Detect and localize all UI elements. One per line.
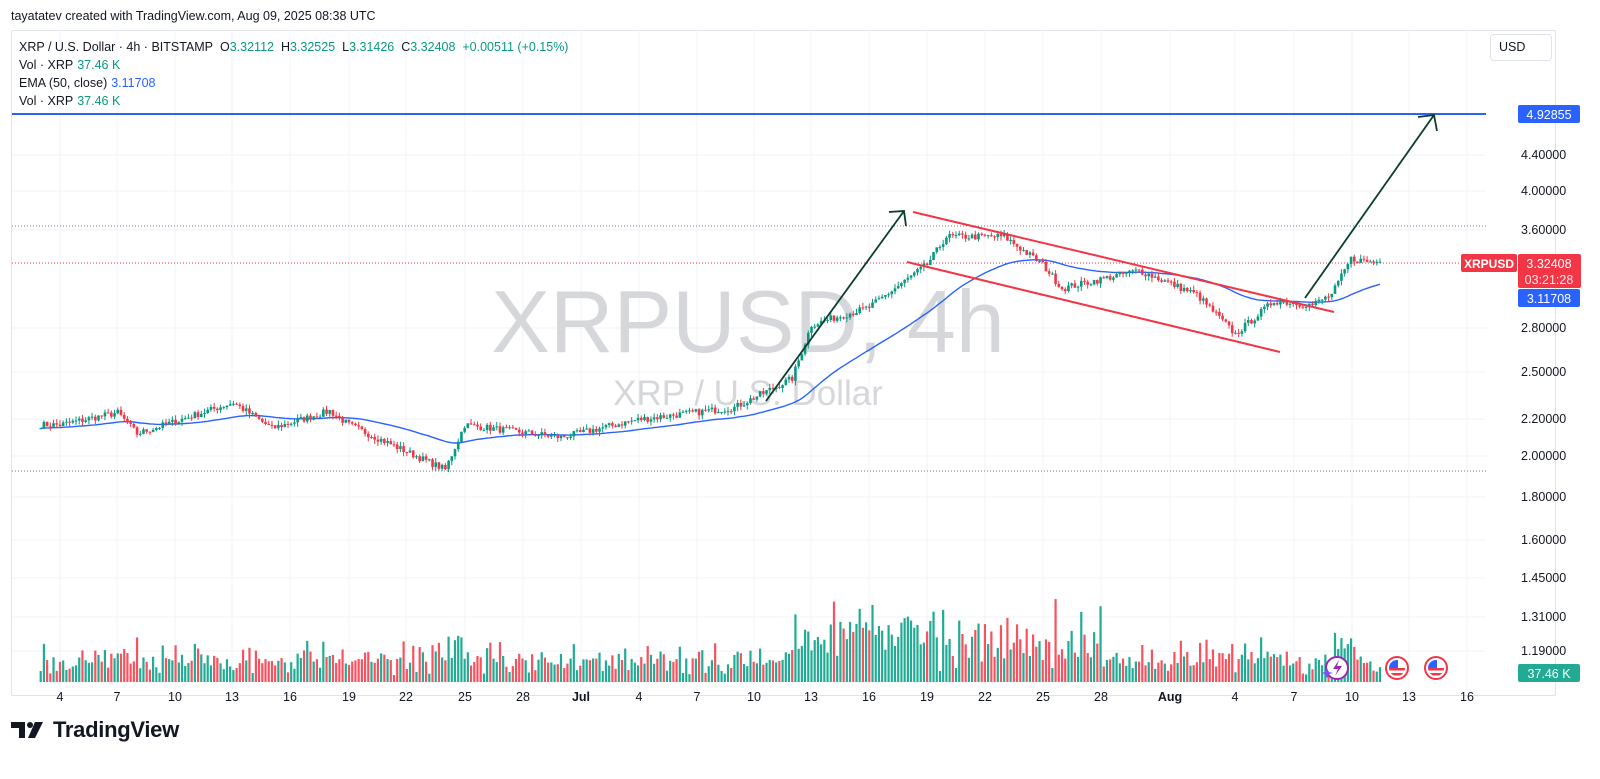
- volume-tag: 37.46 K: [1518, 664, 1580, 682]
- time-tick-label: 4: [636, 690, 643, 704]
- svg-text:4.92855: 4.92855: [1526, 108, 1571, 122]
- svg-text:03:21:28: 03:21:28: [1525, 273, 1574, 287]
- time-tick-label: 22: [399, 690, 413, 704]
- time-tick-label: Aug: [1158, 690, 1182, 704]
- price-tick-label: 2.00000: [1521, 449, 1566, 463]
- time-tick-label: 19: [342, 690, 356, 704]
- us-flag-event-icon[interactable]: [1385, 656, 1409, 680]
- time-tick-label: 10: [168, 690, 182, 704]
- us-flag-event-icon[interactable]: [1424, 656, 1448, 680]
- price-tick-label: 1.60000: [1521, 533, 1566, 547]
- time-axis[interactable]: 4 7 10 13 16 19 22 25 28 Jul 4 7 10 13 16 19 22 25 28 Aug 4 7…: [57, 690, 1474, 704]
- svg-text:37.46 K: 37.46 K: [1527, 667, 1571, 681]
- price-tick-label: 1.45000: [1521, 571, 1566, 585]
- time-tick-label: 13: [804, 690, 818, 704]
- projection-arrow-2[interactable]: [1304, 114, 1438, 299]
- watermark-symbol: XRPUSD, 4h: [491, 272, 1005, 371]
- ema-line: [40, 259, 1381, 444]
- time-tick-label: 28: [1094, 690, 1108, 704]
- projection-arrow-1[interactable]: [765, 210, 907, 402]
- tradingview-logo-icon: [11, 722, 43, 738]
- descending-channel[interactable]: [906, 211, 1335, 353]
- price-tick-label: 1.80000: [1521, 490, 1566, 504]
- time-tick-label: 13: [225, 690, 239, 704]
- low-value: 3.31426: [349, 40, 395, 54]
- time-tick-label: 13: [1402, 690, 1416, 704]
- grid-lines: [12, 31, 1486, 692]
- candlesticks: [39, 230, 1382, 473]
- volume-legend-row-2[interactable]: Vol · XRP 37.46 K: [19, 92, 568, 110]
- ema-label: EMA (50, close): [19, 76, 108, 90]
- volume-legend-row[interactable]: Vol · XRP 37.46 K: [19, 56, 568, 74]
- time-tick-label: 4: [1232, 690, 1239, 704]
- ema-value: 3.11708: [111, 76, 156, 90]
- high-label: H: [280, 40, 290, 54]
- chart-legend: XRP / U.S. Dollar · 4h · BITSTAMP O3.321…: [19, 38, 568, 110]
- svg-text:3.11708: 3.11708: [1527, 292, 1571, 306]
- time-tick-label: 16: [1460, 690, 1474, 704]
- volume-label-2: Vol · XRP: [19, 94, 74, 108]
- watermark-description: XRP / U.S. Dollar: [613, 374, 883, 413]
- close-value: 3.32408: [410, 40, 456, 54]
- svg-text:XRPUSD: XRPUSD: [1464, 257, 1514, 271]
- ema-legend-row[interactable]: EMA (50, close) 3.11708: [19, 74, 568, 92]
- open-label: O: [219, 40, 230, 54]
- lightning-event-icon[interactable]: [1321, 656, 1349, 680]
- time-tick-label: 7: [1291, 690, 1298, 704]
- low-label: L: [342, 40, 350, 54]
- time-tick-label: Jul: [572, 690, 590, 704]
- price-tick-label: 1.31000: [1521, 610, 1566, 624]
- change-value: +0.00511 (+0.15%): [462, 40, 569, 54]
- price-axis[interactable]: 4.40000 4.00000 3.60000 2.80000 2.50000 2.200…: [1521, 148, 1566, 658]
- currency-button[interactable]: USD: [1490, 34, 1552, 61]
- chart-frame: [11, 30, 1556, 696]
- volume-value-2: 37.46 K: [77, 94, 121, 108]
- price-tick-label: 4.00000: [1521, 184, 1566, 198]
- ohlc-row[interactable]: XRP / U.S. Dollar · 4h · BITSTAMP O3.321…: [19, 38, 568, 56]
- time-tick-label: 10: [1345, 690, 1359, 704]
- time-tick-label: 7: [694, 690, 701, 704]
- volume-bars: [39, 599, 1382, 682]
- price-tick-label: 4.40000: [1521, 148, 1566, 162]
- chart-credit: tayatatev created with TradingView.com, …: [11, 9, 376, 23]
- price-tick-label: 3.60000: [1521, 223, 1566, 237]
- price-tick-label: 2.20000: [1521, 412, 1566, 426]
- volume-value: 37.46 K: [77, 58, 121, 72]
- last-price-tag: 3.32408 03:21:28: [1518, 254, 1581, 288]
- time-tick-label: 10: [747, 690, 761, 704]
- price-tick-label: 2.50000: [1521, 365, 1566, 379]
- time-tick-label: 4: [57, 690, 64, 704]
- high-value: 3.32525: [289, 40, 336, 54]
- ema-price-tag: 3.11708: [1518, 289, 1580, 307]
- open-value: 3.32112: [229, 40, 274, 54]
- target-price-tag: 4.92855: [1518, 105, 1580, 123]
- close-label: C: [401, 40, 411, 54]
- time-tick-label: 7: [114, 690, 121, 704]
- tradingview-wordmark: TradingView: [53, 717, 179, 742]
- svg-text:3.32408: 3.32408: [1526, 257, 1571, 271]
- time-tick-label: 16: [862, 690, 876, 704]
- time-tick-label: 22: [978, 690, 992, 704]
- time-tick-label: 28: [516, 690, 530, 704]
- time-tick-label: 25: [458, 690, 472, 704]
- tradingview-logo[interactable]: TradingView: [11, 717, 179, 743]
- symbol-tag: XRPUSD: [1461, 254, 1517, 272]
- price-tick-label: 1.19000: [1521, 644, 1566, 658]
- time-tick-label: 19: [920, 690, 934, 704]
- volume-label: Vol · XRP: [19, 58, 74, 72]
- time-tick-label: 16: [283, 690, 297, 704]
- time-tick-label: 25: [1036, 690, 1050, 704]
- symbol-description: XRP / U.S. Dollar · 4h · BITSTAMP: [19, 40, 214, 54]
- price-tick-label: 2.80000: [1521, 321, 1566, 335]
